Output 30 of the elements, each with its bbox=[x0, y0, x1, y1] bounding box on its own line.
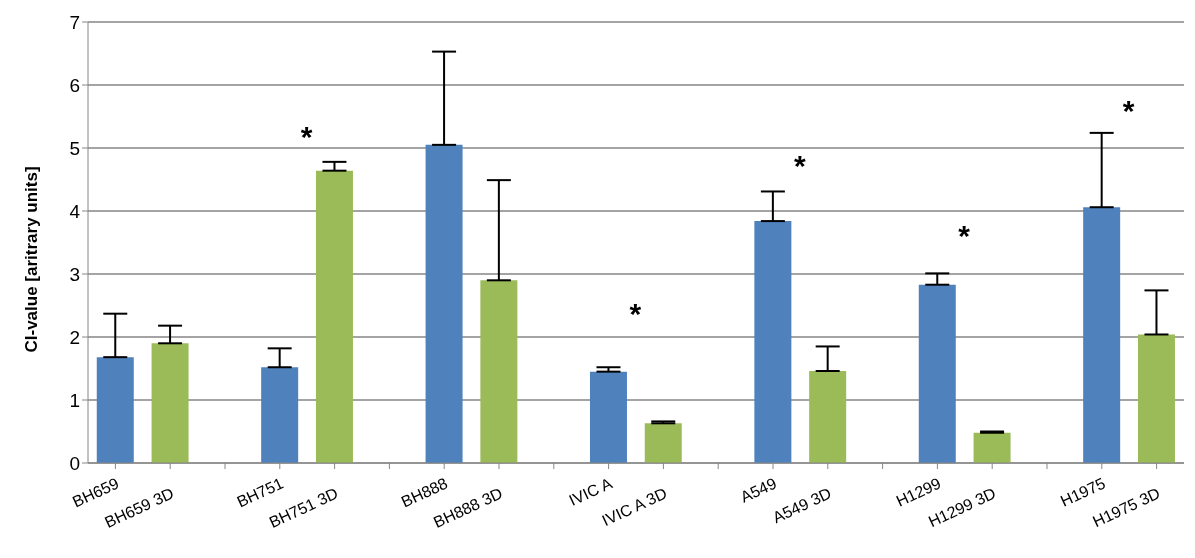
y-tick-label: 2 bbox=[69, 326, 80, 348]
bar bbox=[1083, 207, 1121, 463]
bar bbox=[644, 423, 682, 463]
annotation: * bbox=[793, 149, 806, 183]
bar bbox=[315, 170, 353, 463]
y-axis-title: CI-value [aritrary units] bbox=[22, 166, 42, 353]
annotation: * bbox=[629, 296, 642, 330]
bar bbox=[589, 371, 627, 463]
bar bbox=[261, 367, 299, 463]
y-tick-label: 3 bbox=[69, 263, 80, 285]
bar bbox=[973, 432, 1011, 463]
annotation: * bbox=[958, 218, 971, 252]
bar bbox=[1137, 334, 1175, 463]
y-tick-label: 6 bbox=[69, 74, 80, 96]
bar bbox=[96, 357, 134, 463]
annotation: * bbox=[300, 119, 313, 153]
bar bbox=[151, 343, 189, 463]
bar bbox=[918, 284, 956, 463]
bar bbox=[480, 280, 518, 463]
annotation: * bbox=[1122, 93, 1135, 127]
bar bbox=[809, 371, 847, 463]
y-tick-label: 0 bbox=[69, 452, 80, 474]
x-tick-label: IVIC A bbox=[566, 474, 615, 510]
y-tick-label: 7 bbox=[69, 11, 80, 33]
bar bbox=[754, 221, 792, 463]
y-tick-label: 1 bbox=[69, 389, 80, 411]
y-tick-label: 5 bbox=[69, 137, 80, 159]
y-tick-label: 4 bbox=[69, 200, 81, 222]
bar bbox=[425, 144, 463, 463]
x-tick-label: A549 bbox=[737, 474, 780, 506]
